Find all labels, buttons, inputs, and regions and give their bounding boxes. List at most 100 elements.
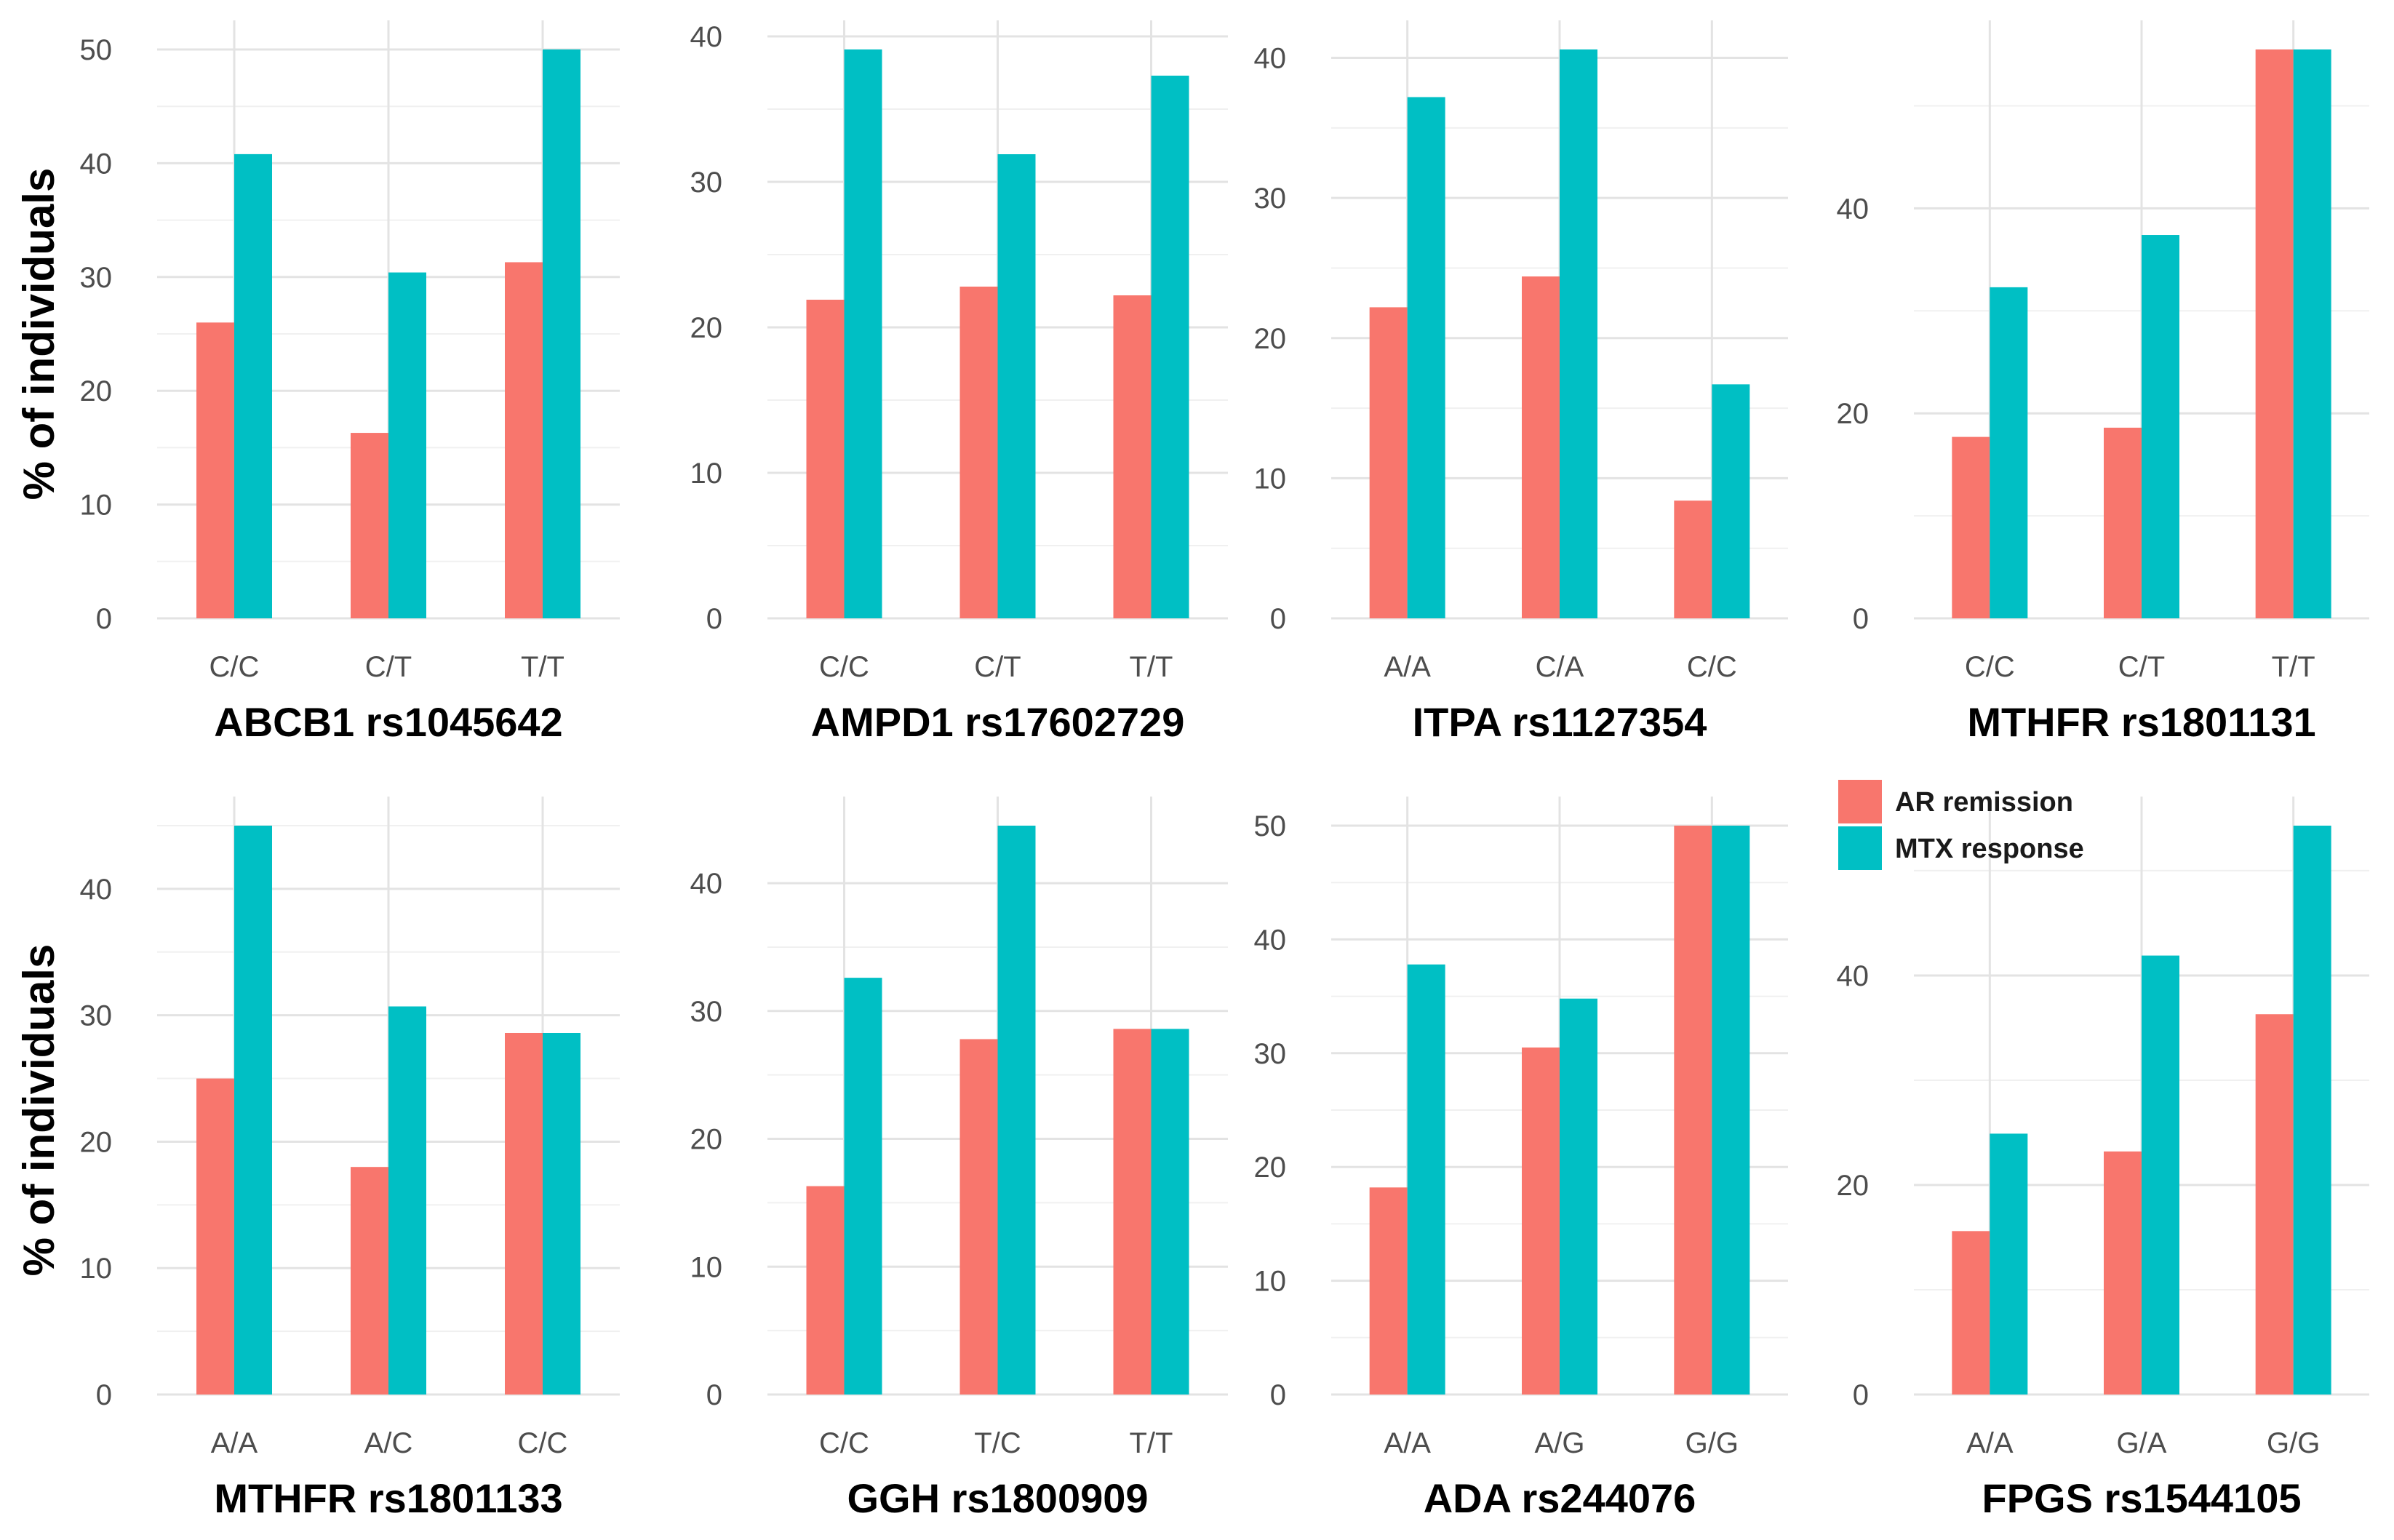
bar-ar-remission-c-c <box>806 1186 845 1395</box>
bar-ar-remission-c-c <box>1674 500 1712 618</box>
y-tick-label: 30 <box>1254 1038 1287 1070</box>
bar-mtx-response-g-a <box>2142 955 2179 1395</box>
y-tick-label: 30 <box>690 996 723 1028</box>
y-tick-label: 10 <box>1254 1266 1287 1298</box>
legend: AR remission MTX response <box>1838 780 2084 870</box>
bar-mtx-response-c-c <box>1712 384 1750 618</box>
bar-ar-remission-t-t <box>1113 295 1152 618</box>
y-tick-label: 50 <box>1254 810 1287 842</box>
panel-title: ADA rs244076 <box>1424 1475 1696 1521</box>
panel-title: GGH rs1800909 <box>847 1475 1148 1521</box>
bar-mtx-response-a-a <box>1407 97 1445 619</box>
bar-mtx-response-c-a <box>1560 49 1597 618</box>
x-tick-label: C/C <box>819 651 869 683</box>
bar-mtx-response-c-c <box>844 978 882 1395</box>
y-tick-label: 30 <box>80 262 113 294</box>
y-tick-label: 20 <box>1837 1170 1870 1202</box>
panel-ggh-rs1800909: 0 10 20 30 40 C/C T/C T/T GGH rs1800909 <box>690 797 1228 1521</box>
y-tick-label: 20 <box>1254 323 1287 355</box>
bar-mtx-response-a-a <box>1407 964 1445 1395</box>
y-tick-label: 30 <box>80 1000 113 1032</box>
bar-mtx-response-c-c <box>844 49 882 618</box>
panel-abcb1-rs1045642: 0 10 20 30 40 50 C/C C/T T/T ABCB1 rs1045642 % of … <box>15 20 620 745</box>
bar-mtx-response-c-c <box>1990 287 2028 618</box>
y-tick-label: 30 <box>690 167 723 199</box>
x-tick-label: T/T <box>2272 651 2315 683</box>
x-tick-label: G/G <box>1685 1427 1739 1459</box>
bar-ar-remission-g-g <box>2255 1014 2294 1395</box>
y-tick-label: 0 <box>96 603 112 635</box>
y-tick-label: 40 <box>690 21 723 53</box>
x-tick-label: T/T <box>1130 1427 1173 1459</box>
bar-ar-remission-t-t <box>505 262 543 618</box>
x-tick-label: C/C <box>518 1427 568 1459</box>
panel-title: ITPA rs1127354 <box>1413 699 1707 745</box>
x-tick-label: C/C <box>1687 651 1737 683</box>
bar-mtx-response-t-c <box>997 826 1036 1395</box>
y-axis-label: % of individuals <box>15 168 63 500</box>
legend-swatch-mtx-response <box>1838 826 1882 870</box>
bar-ar-remission-c-t <box>351 433 388 618</box>
bar-mtx-response-t-t <box>2293 49 2331 618</box>
y-tick-label: 10 <box>1254 463 1287 495</box>
bar-mtx-response-t-t <box>1151 76 1189 618</box>
panel-title: MTHFR rs1801133 <box>214 1475 562 1521</box>
panel-title: FPGS rs1544105 <box>1982 1475 2302 1521</box>
y-tick-label: 20 <box>80 375 113 407</box>
x-tick-label: A/A <box>1966 1427 2014 1459</box>
y-tick-label: 0 <box>1270 1379 1286 1411</box>
bar-mtx-response-c-t <box>388 272 426 618</box>
x-tick-label: A/A <box>211 1427 258 1459</box>
legend-swatch-ar-remission <box>1838 780 1882 823</box>
bar-ar-remission-c-t <box>2104 427 2142 618</box>
x-tick-label: A/A <box>1384 1427 1431 1459</box>
y-tick-label: 40 <box>1254 924 1287 956</box>
y-tick-label: 40 <box>1837 960 1870 992</box>
bar-ar-remission-c-a <box>1522 276 1560 618</box>
y-tick-label: 20 <box>690 312 723 344</box>
legend-label-ar-remission: AR remission <box>1895 787 2073 818</box>
panel-fpgs-rs1544105: 0 20 40 A/A G/A G/G FPGS rs1544105 <box>1837 797 2369 1521</box>
panel-mthfr-rs1801131: 0 20 40 C/C C/T T/T MTHFR rs1801131 <box>1837 20 2369 745</box>
panel-mthfr-rs1801133: 0 10 20 30 40 A/A A/C C/C MTHFR rs1801133 % of in… <box>15 797 620 1521</box>
bar-ar-remission-a-g <box>1522 1047 1560 1395</box>
y-tick-label: 40 <box>690 868 723 900</box>
bar-ar-remission-t-c <box>959 1039 998 1395</box>
panel-ada-rs244076: 0 10 20 30 40 50 A/A A/G G/G ADA rs244076 <box>1254 797 1788 1521</box>
x-tick-label: T/T <box>1130 651 1173 683</box>
y-tick-label: 0 <box>1853 1379 1869 1411</box>
bar-ar-remission-a-a <box>1369 307 1408 618</box>
bar-ar-remission-g-a <box>2104 1151 2142 1395</box>
panel-ampd1-rs17602729: 0 10 20 30 40 C/C C/T T/T AMPD1 rs17602729 <box>690 20 1228 745</box>
bar-ar-remission-t-t <box>1113 1029 1152 1395</box>
panel-title: AMPD1 rs17602729 <box>811 699 1185 745</box>
bar-ar-remission-a-c <box>351 1167 388 1395</box>
bar-mtx-response-c-t <box>997 154 1036 618</box>
x-tick-label: C/T <box>365 651 412 683</box>
bar-mtx-response-a-c <box>388 1006 426 1395</box>
legend-label-mtx-response: MTX response <box>1895 834 2084 864</box>
y-tick-label: 40 <box>1837 193 1870 225</box>
bar-mtx-response-t-t <box>1151 1029 1189 1395</box>
panel-title: MTHFR rs1801131 <box>1967 699 2315 745</box>
y-tick-label: 0 <box>706 603 722 635</box>
bar-ar-remission-c-c <box>196 322 234 618</box>
y-tick-label: 0 <box>1270 603 1286 635</box>
bar-ar-remission-c-c <box>1952 436 1990 618</box>
panel-itpa-rs1127354: 0 10 20 30 40 A/A C/A C/C ITPA rs1127354 <box>1254 20 1788 745</box>
y-tick-label: 20 <box>1837 398 1870 430</box>
x-tick-label: G/A <box>2117 1427 2167 1459</box>
bar-mtx-response-a-g <box>1560 998 1597 1395</box>
bar-mtx-response-g-g <box>1712 826 1750 1395</box>
bar-mtx-response-c-c <box>543 1032 580 1395</box>
y-tick-label: 10 <box>80 490 113 522</box>
bar-ar-remission-c-c <box>505 1032 543 1395</box>
bar-mtx-response-a-a <box>234 826 272 1395</box>
y-tick-label: 40 <box>80 874 113 906</box>
y-tick-label: 40 <box>80 148 113 180</box>
x-tick-label: A/G <box>1535 1427 1585 1459</box>
x-tick-label: G/G <box>2267 1427 2320 1459</box>
y-axis-label: % of individuals <box>15 944 63 1277</box>
y-tick-label: 30 <box>1254 183 1287 215</box>
x-tick-label: A/C <box>364 1427 413 1459</box>
